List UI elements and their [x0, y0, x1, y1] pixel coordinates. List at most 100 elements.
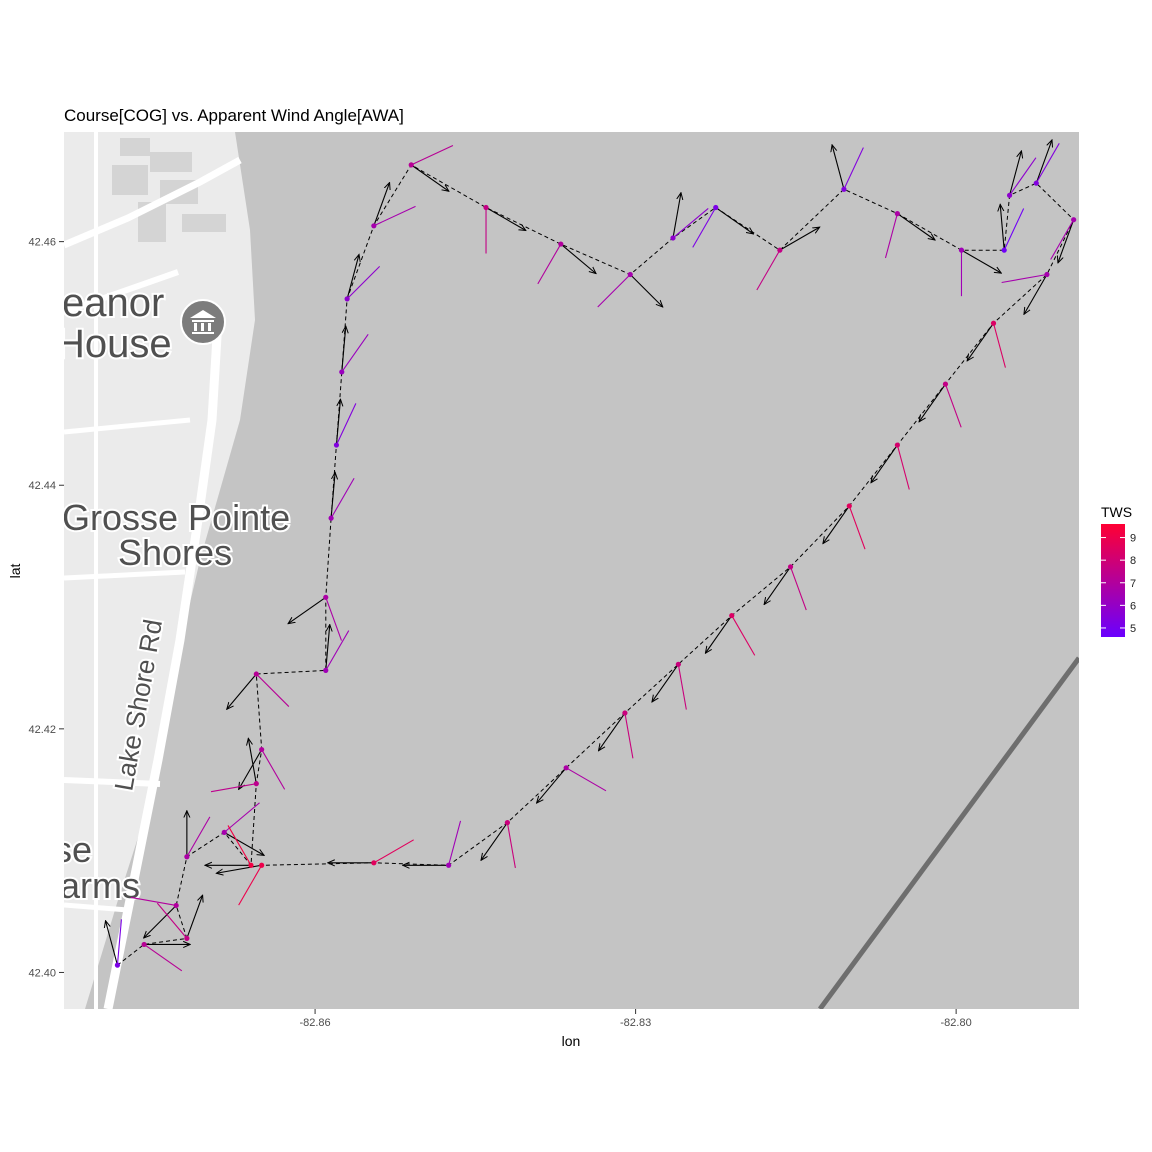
- cog-arrow: [248, 738, 257, 784]
- awa-line: [373, 205, 416, 227]
- legend-tick-label: 6: [1130, 600, 1136, 612]
- track-point: [990, 320, 997, 326]
- legend-tick-label: 8: [1130, 555, 1136, 567]
- cog-arrow: [335, 399, 340, 446]
- awa-line: [731, 615, 756, 656]
- cog-arrow: [223, 831, 264, 855]
- x-axis-label: lon: [562, 1033, 581, 1049]
- cog-arrow: [967, 322, 994, 361]
- awa-line: [325, 597, 343, 641]
- cog-arrow: [288, 596, 327, 623]
- roads: [64, 132, 242, 1009]
- legend-ticks: 5 6 7 8 9: [1101, 533, 1136, 635]
- track-point: [713, 204, 719, 211]
- track-point: [846, 503, 852, 509]
- cog-arrow: [537, 767, 567, 803]
- awa-line: [506, 822, 516, 869]
- awa-line: [130, 896, 177, 907]
- track-point: [184, 854, 190, 860]
- cog-arrow: [652, 663, 679, 702]
- track-point: [942, 381, 949, 387]
- awa-line: [116, 919, 122, 966]
- map-label-eanor: eanor: [62, 281, 164, 325]
- cog-arrow: [629, 274, 663, 308]
- awa-line: [261, 749, 286, 790]
- awa-line: [341, 333, 369, 373]
- cog-arrow: [705, 615, 733, 654]
- cog-arrow: [216, 864, 262, 873]
- awa-line: [238, 864, 263, 906]
- awa-line: [565, 767, 607, 792]
- track-point: [248, 862, 254, 868]
- map-label-arms: arms: [60, 865, 140, 906]
- awa-line: [330, 478, 355, 519]
- cog-arrow: [871, 444, 898, 483]
- cog-arrow: [715, 207, 754, 234]
- cog-arrow: [186, 895, 203, 939]
- y-tick-label: 42.42: [28, 724, 56, 736]
- track-point: [253, 671, 259, 677]
- awa-line: [537, 243, 562, 285]
- track-point: [841, 186, 847, 192]
- track-point: [173, 902, 179, 909]
- track-point: [670, 235, 676, 241]
- cog-arrow: [346, 254, 359, 300]
- cog-arrow: [144, 905, 177, 938]
- track-point: [259, 746, 265, 753]
- awa-line: [624, 712, 634, 759]
- awa-line: [143, 943, 183, 972]
- cog-arrow: [373, 183, 390, 226]
- awa-line: [597, 274, 631, 308]
- awa-line: [411, 144, 454, 166]
- cog-arrow: [961, 249, 1001, 273]
- track-point: [1001, 247, 1007, 253]
- awa-line: [1003, 208, 1025, 251]
- awa-line: [1035, 143, 1060, 184]
- cog-arrows: [106, 140, 1075, 966]
- awa-line: [790, 566, 807, 611]
- map-label-shores: Shores: [118, 532, 232, 573]
- cog-arrow: [919, 383, 946, 422]
- shipping-lane: [817, 656, 1079, 1009]
- awa-line: [346, 265, 381, 300]
- awa-line: [335, 403, 357, 446]
- track-point: [894, 211, 900, 217]
- cog-arrow: [1009, 151, 1022, 196]
- track-point: [1071, 217, 1077, 223]
- awa-line: [1001, 273, 1048, 284]
- track-point: [787, 564, 794, 570]
- cog-arrow: [325, 625, 330, 671]
- awa-line: [992, 323, 1006, 368]
- cog-arrow: [672, 193, 681, 239]
- awa-line: [884, 213, 898, 259]
- cog-arrow: [410, 164, 449, 191]
- track-point: [1044, 271, 1050, 278]
- track-point: [371, 860, 377, 866]
- cog-arrow: [779, 227, 820, 251]
- awa-line: [373, 839, 414, 864]
- track-point: [323, 594, 329, 600]
- map-label-se: se: [54, 829, 92, 870]
- cog-arrow: [897, 213, 935, 240]
- x-tick-label: -82.83: [620, 1017, 651, 1029]
- track-point: [446, 862, 452, 868]
- x-tick-label: -82.86: [299, 1017, 330, 1029]
- cog-arrow: [832, 145, 845, 190]
- land-area: [64, 132, 255, 1009]
- cog-arrow: [823, 505, 850, 544]
- track-point: [253, 781, 259, 787]
- legend-colorbar: [1101, 524, 1125, 637]
- track-point: [622, 710, 628, 716]
- awa-line: [677, 664, 687, 710]
- track-point: [675, 661, 681, 667]
- cog-arrow: [227, 673, 257, 709]
- track-point: [483, 204, 489, 211]
- awa-line: [1009, 157, 1037, 196]
- awa-line: [186, 816, 211, 858]
- awa-line: [843, 147, 864, 190]
- track-point: [221, 829, 227, 835]
- awa-line: [692, 207, 717, 248]
- awa-lines: [116, 143, 1075, 972]
- awa-line: [672, 207, 709, 239]
- tws-legend: TWS 5 6 7 8 9: [1101, 504, 1136, 637]
